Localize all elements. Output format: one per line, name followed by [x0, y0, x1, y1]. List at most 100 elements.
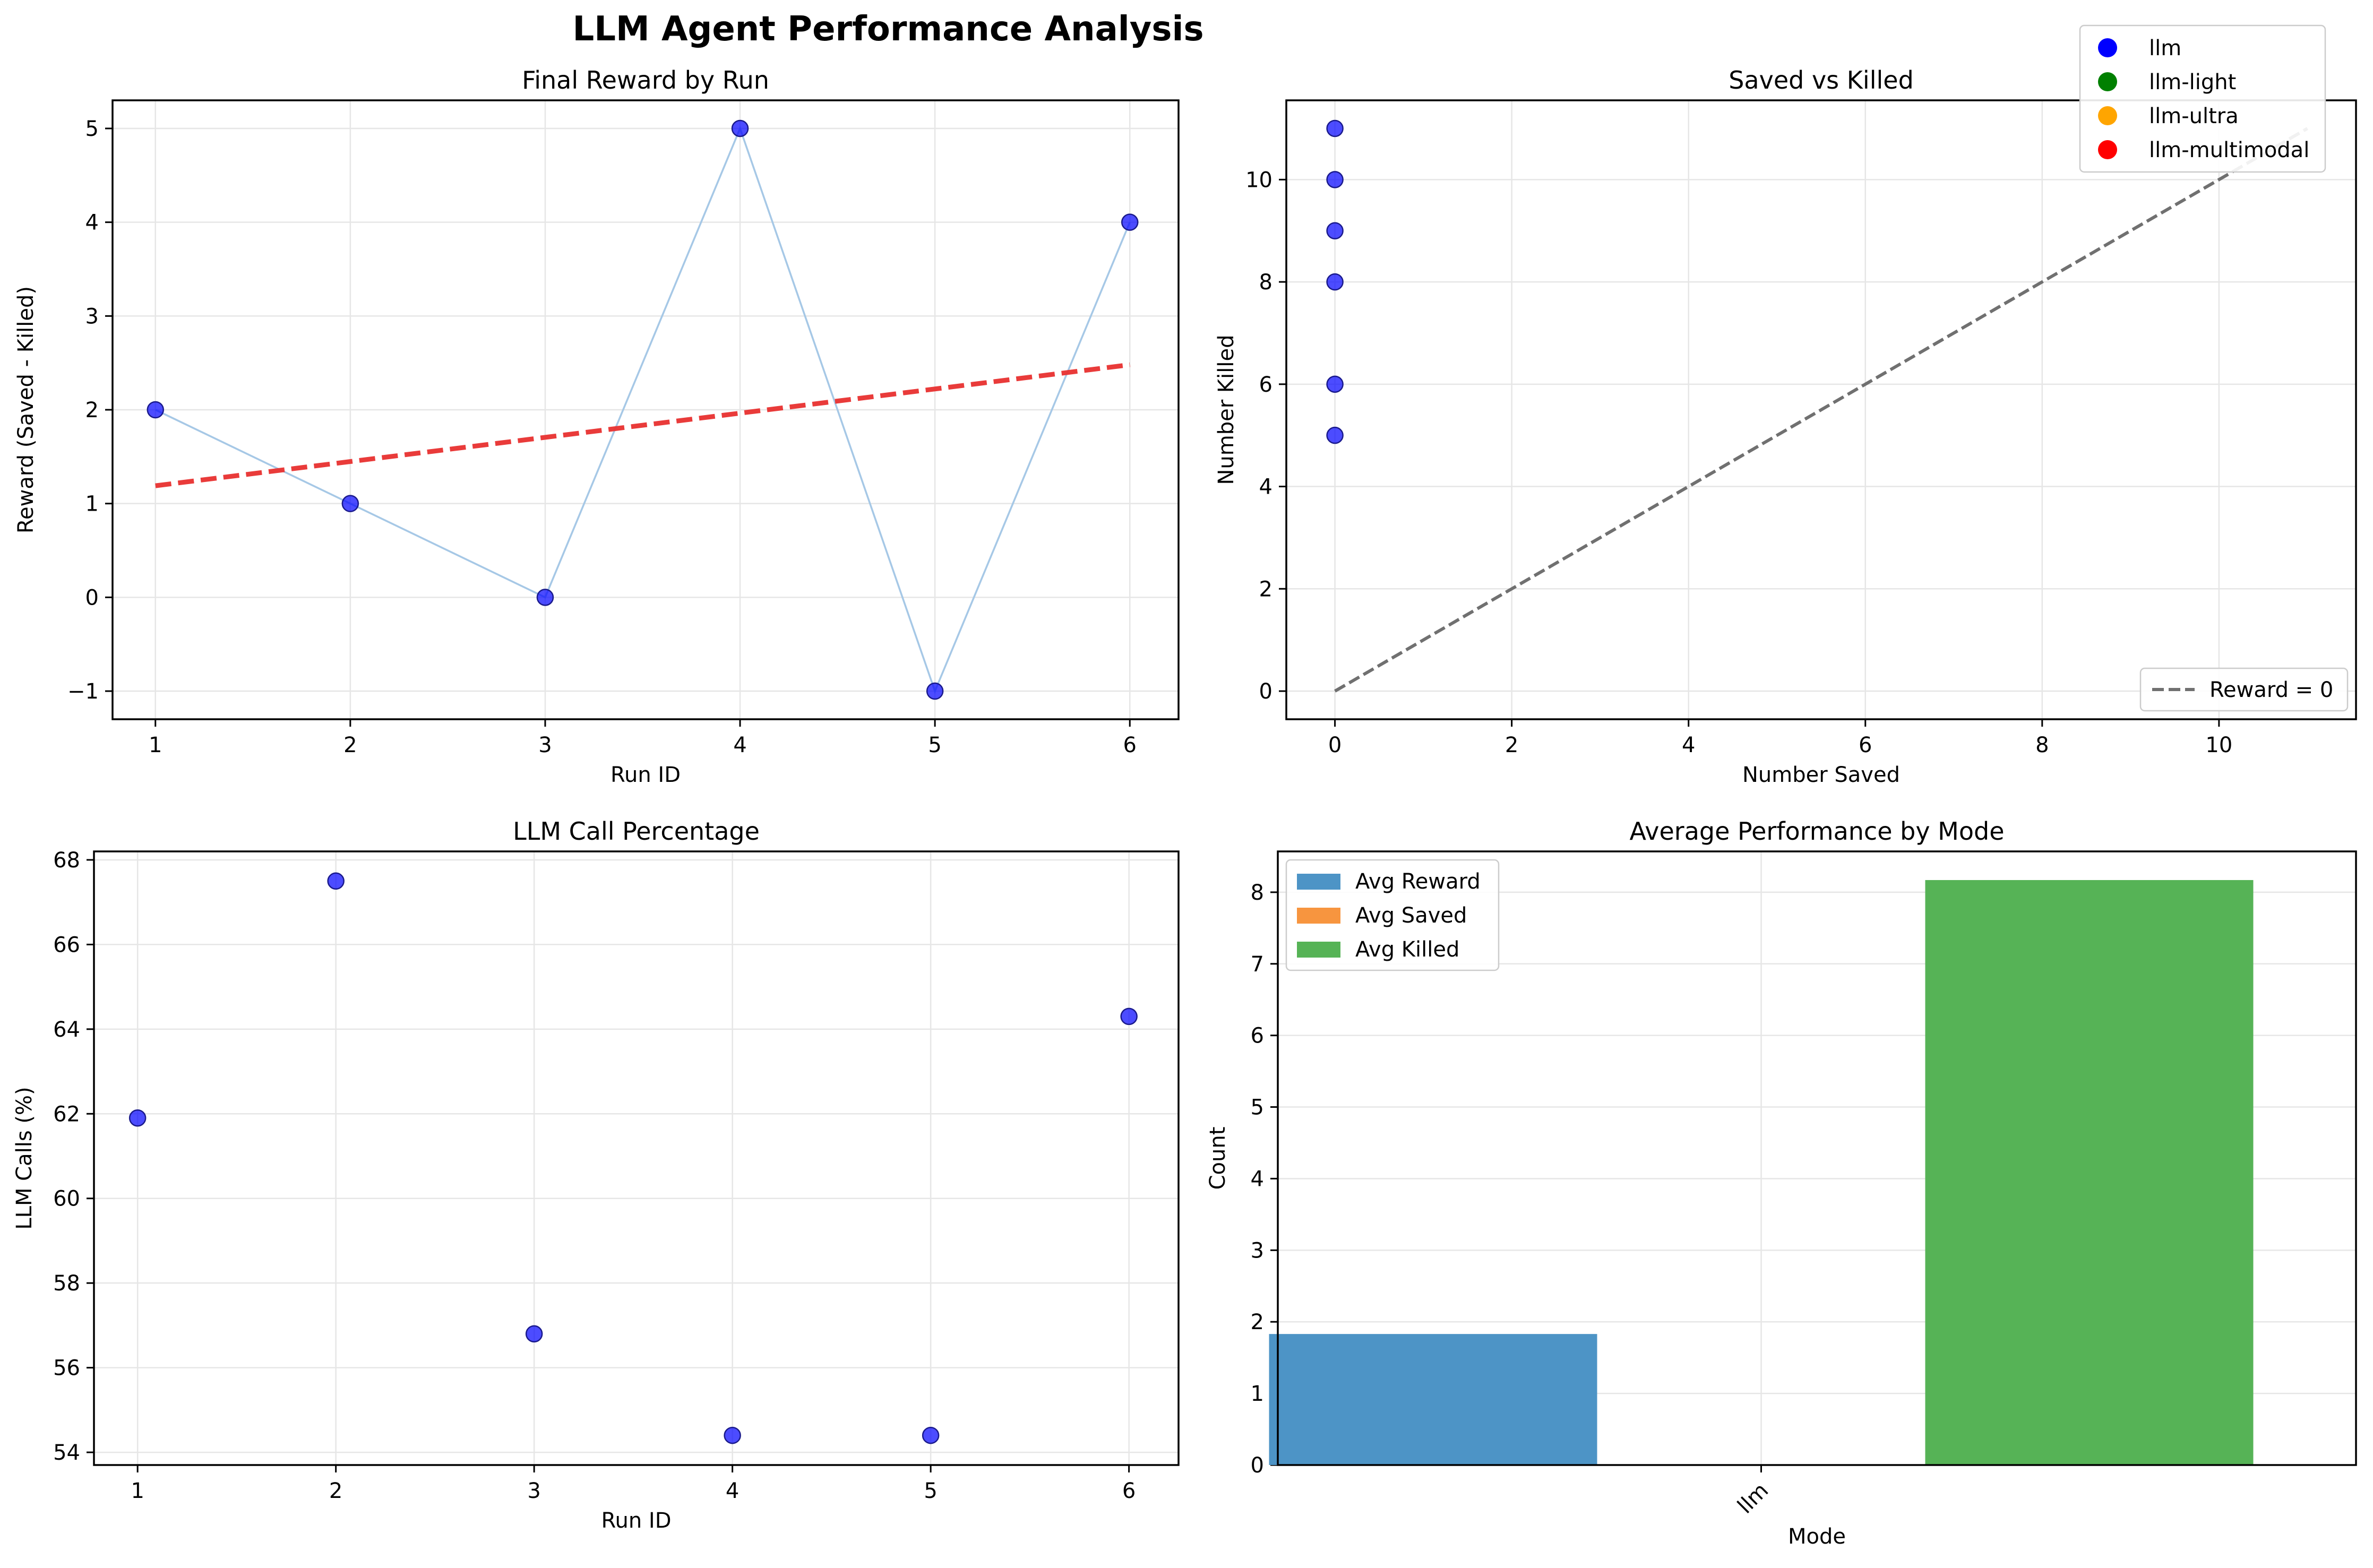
x-tick-label: 10	[2205, 733, 2232, 757]
y-axis-label: LLM Calls (%)	[12, 1087, 37, 1229]
chart-title: LLM Call Percentage	[513, 817, 760, 846]
data-point	[1121, 213, 1139, 231]
x-tick-label: 6	[1859, 733, 1872, 757]
x-tick-label: 4	[1682, 733, 1695, 757]
y-axis-label: Count	[1206, 1127, 1230, 1190]
grid-lines	[94, 851, 1179, 1465]
x-tick-label: 1	[149, 733, 162, 757]
data-point	[1326, 119, 1344, 137]
reference-legend: Reward = 0	[2139, 667, 2349, 712]
y-tick-label: 5	[85, 117, 99, 141]
y-tick-label: 4	[1251, 1167, 1264, 1191]
y-tick-label: 6	[1251, 1024, 1264, 1048]
x-axis-label: Number Saved	[1742, 763, 1900, 787]
data-point	[1120, 1007, 1138, 1026]
x-tick-label: 1	[131, 1479, 144, 1503]
x-tick-label: 8	[2035, 733, 2049, 757]
legend-marker	[2098, 72, 2117, 91]
chart-title: Saved vs Killed	[1729, 66, 1914, 94]
y-tick-label: 60	[53, 1187, 80, 1211]
x-axis-label: Run ID	[601, 1509, 671, 1533]
y-tick-label: 0	[1259, 679, 1273, 704]
y-axis-label: Number Killed	[1214, 335, 1239, 485]
legend-swatch	[1297, 874, 1340, 890]
y-tick-label: 1	[85, 492, 99, 516]
y-tick-label: 2	[1259, 577, 1273, 601]
x-tick-label: 3	[527, 1479, 540, 1503]
data-point	[1326, 426, 1344, 444]
chart-title: Average Performance by Mode	[1629, 817, 2004, 846]
y-tick-label: 4	[85, 211, 99, 235]
x-tick-label: 3	[538, 733, 552, 757]
y-tick-label: 3	[85, 304, 99, 329]
data-point	[128, 1109, 147, 1127]
data-point	[1326, 375, 1344, 393]
y-tick-label: 2	[85, 398, 99, 423]
legend-label: llm-light	[2149, 70, 2236, 94]
bar-avg-killed	[1925, 880, 2254, 1465]
y-tick-label: 3	[1251, 1238, 1264, 1263]
trend-line	[155, 362, 1130, 488]
x-axis-label: Run ID	[611, 763, 681, 787]
y-tick-label: 58	[53, 1271, 80, 1296]
y-tick-label: 10	[1245, 168, 1273, 192]
x-tick-label: 2	[329, 1479, 342, 1503]
grid-lines	[113, 100, 1179, 719]
legend-swatch	[1297, 942, 1340, 958]
y-tick-label: 4	[1259, 475, 1273, 499]
y-tick-label: −1	[67, 679, 99, 704]
x-tick-label: 0	[1328, 733, 1342, 757]
x-tick-label: 2	[343, 733, 357, 757]
figure-title: LLM Agent Performance Analysis	[572, 10, 1203, 49]
data-point	[147, 401, 165, 419]
axes-frame	[111, 99, 1180, 720]
data-point	[724, 1426, 741, 1444]
x-tick-label: 6	[1123, 733, 1137, 757]
legend-label: llm-ultra	[2149, 104, 2239, 128]
data-point	[731, 119, 749, 137]
y-tick-label: 8	[1251, 881, 1264, 905]
x-tick-label: 2	[1505, 733, 1518, 757]
data-point	[536, 589, 554, 606]
y-tick-label: 68	[53, 848, 80, 873]
legend-swatch	[1297, 908, 1340, 924]
legend-label: Reward = 0	[2209, 678, 2333, 702]
data-point	[341, 495, 359, 512]
y-tick-label: 0	[85, 585, 99, 610]
legend-label: Avg Killed	[1355, 937, 1459, 962]
legend-label: Avg Saved	[1355, 903, 1467, 928]
x-axis-label: Mode	[1788, 1524, 1846, 1549]
x-tick-label: 5	[924, 1479, 937, 1503]
legend-frame	[2139, 667, 2349, 712]
reference-line	[1334, 127, 2308, 693]
axes-frame	[1285, 99, 2357, 720]
chart-title: Final Reward by Run	[522, 66, 769, 94]
legend-frame	[2079, 24, 2326, 173]
x-tick-label: 5	[928, 733, 941, 757]
y-tick-label: 2	[1251, 1310, 1264, 1334]
x-tick-label: 6	[1122, 1479, 1136, 1503]
data-point	[525, 1325, 543, 1343]
data-point	[922, 1426, 940, 1444]
y-tick-label: 5	[1251, 1096, 1264, 1120]
mode-legend: llm llm-light llm-ultra llm-multimodal	[2079, 24, 2326, 173]
y-tick-label: 64	[53, 1018, 80, 1042]
y-axis-label: Reward (Saved - Killed)	[14, 286, 38, 533]
data-point	[926, 682, 944, 700]
panel-saved-killed: Saved vs Killed 0 2 4 6 8 10 0 2 4 6 8 10 Number Save…	[1214, 66, 2357, 787]
y-tick-label: 7	[1251, 952, 1264, 977]
y-tick-label: 1	[1251, 1382, 1264, 1406]
panel-reward: Final Reward by Run −1 0 1 2 3 4 5 1 2 3 4 5 6 Run ID R…	[14, 66, 1180, 787]
grid-lines	[1286, 100, 2356, 719]
y-tick-label: 62	[53, 1102, 80, 1126]
y-tick-label: 56	[53, 1356, 80, 1381]
legend-label: llm	[2149, 36, 2181, 61]
axes-frame	[93, 850, 1180, 1466]
series-connect-line	[155, 126, 1131, 694]
panel-avg-perf: Average Performance by Mode 0 1 2 3 4 5 6 7 8 llm M…	[1206, 817, 2357, 1549]
y-tick-label: 66	[53, 933, 80, 957]
y-tick-label: 0	[1251, 1453, 1264, 1478]
data-point	[1326, 222, 1344, 239]
